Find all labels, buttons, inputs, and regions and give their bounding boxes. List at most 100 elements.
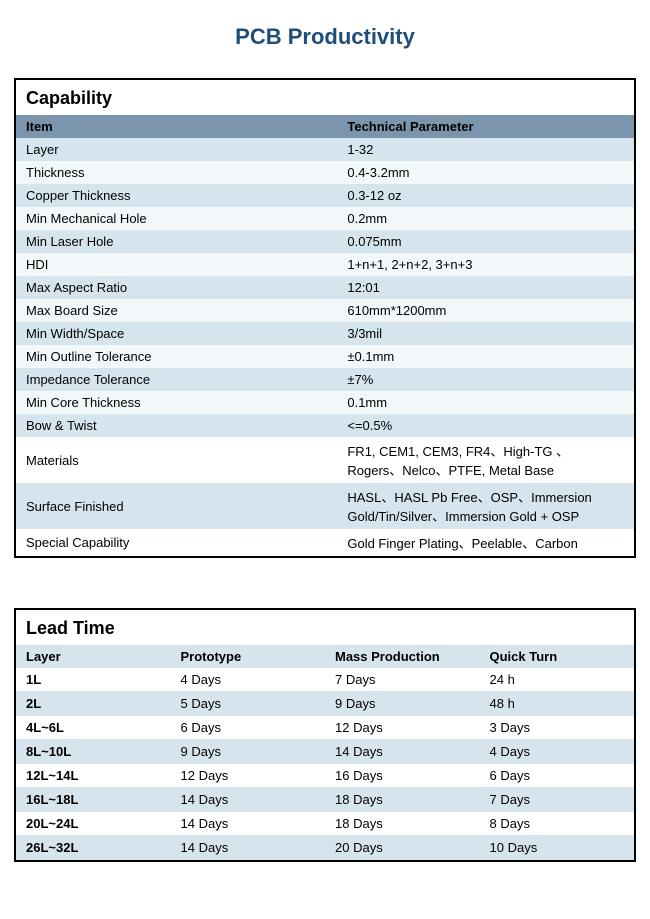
capability-header-row: Item Technical Parameter bbox=[16, 115, 634, 138]
table-row: Special CapabilityGold Finger Plating、Pe… bbox=[16, 529, 634, 556]
capability-value: 610mm*1200mm bbox=[337, 299, 634, 322]
capability-panel: Capability Item Technical Parameter Laye… bbox=[14, 78, 636, 558]
table-row: 2L5 Days9 Days48 h bbox=[16, 692, 634, 716]
leadtime-layer: 12L~14L bbox=[16, 764, 171, 788]
leadtime-quick: 24 h bbox=[480, 668, 635, 692]
table-row: 12L~14L12 Days16 Days6 Days bbox=[16, 764, 634, 788]
capability-value: ±0.1mm bbox=[337, 345, 634, 368]
leadtime-mass: 7 Days bbox=[325, 668, 480, 692]
leadtime-layer: 4L~6L bbox=[16, 716, 171, 740]
capability-item: Impedance Tolerance bbox=[16, 368, 337, 391]
capability-value: 1-32 bbox=[337, 138, 634, 161]
leadtime-mass: 9 Days bbox=[325, 692, 480, 716]
capability-value: 0.3-12 oz bbox=[337, 184, 634, 207]
leadtime-layer: 20L~24L bbox=[16, 812, 171, 836]
capability-value: 0.4-3.2mm bbox=[337, 161, 634, 184]
leadtime-header-proto: Prototype bbox=[171, 645, 326, 668]
page-title: PCB Productivity bbox=[0, 0, 650, 78]
leadtime-layer: 26L~32L bbox=[16, 836, 171, 860]
leadtime-proto: 12 Days bbox=[171, 764, 326, 788]
capability-item: Materials bbox=[16, 437, 337, 483]
leadtime-quick: 8 Days bbox=[480, 812, 635, 836]
capability-value: 1+n+1, 2+n+2, 3+n+3 bbox=[337, 253, 634, 276]
table-row: Bow & Twist<=0.5% bbox=[16, 414, 634, 437]
table-row: Min Mechanical Hole0.2mm bbox=[16, 207, 634, 230]
table-row: Min Core Thickness0.1mm bbox=[16, 391, 634, 414]
capability-title: Capability bbox=[16, 80, 634, 115]
leadtime-layer: 2L bbox=[16, 692, 171, 716]
capability-item: Min Core Thickness bbox=[16, 391, 337, 414]
capability-value: 0.2mm bbox=[337, 207, 634, 230]
table-row: Min Width/Space3/3mil bbox=[16, 322, 634, 345]
capability-item: Bow & Twist bbox=[16, 414, 337, 437]
leadtime-layer: 16L~18L bbox=[16, 788, 171, 812]
leadtime-proto: 14 Days bbox=[171, 836, 326, 860]
leadtime-mass: 12 Days bbox=[325, 716, 480, 740]
leadtime-mass: 18 Days bbox=[325, 812, 480, 836]
table-row: Min Laser Hole0.075mm bbox=[16, 230, 634, 253]
capability-item: Min Laser Hole bbox=[16, 230, 337, 253]
table-row: Max Aspect Ratio12:01 bbox=[16, 276, 634, 299]
leadtime-proto: 14 Days bbox=[171, 788, 326, 812]
table-row: MaterialsFR1, CEM1, CEM3, FR4、High-TG 、R… bbox=[16, 437, 634, 483]
capability-item: Special Capability bbox=[16, 529, 337, 556]
capability-item: Copper Thickness bbox=[16, 184, 337, 207]
capability-header-item: Item bbox=[16, 115, 337, 138]
leadtime-quick: 48 h bbox=[480, 692, 635, 716]
leadtime-quick: 3 Days bbox=[480, 716, 635, 740]
leadtime-mass: 18 Days bbox=[325, 788, 480, 812]
capability-item: Layer bbox=[16, 138, 337, 161]
leadtime-proto: 6 Days bbox=[171, 716, 326, 740]
leadtime-layer: 1L bbox=[16, 668, 171, 692]
capability-value: Gold Finger Plating、Peelable、Carbon bbox=[337, 529, 634, 556]
table-row: 16L~18L14 Days18 Days7 Days bbox=[16, 788, 634, 812]
table-row: 4L~6L6 Days12 Days3 Days bbox=[16, 716, 634, 740]
capability-item: Max Board Size bbox=[16, 299, 337, 322]
leadtime-proto: 9 Days bbox=[171, 740, 326, 764]
leadtime-title: Lead Time bbox=[16, 610, 634, 645]
capability-value: <=0.5% bbox=[337, 414, 634, 437]
table-row: Impedance Tolerance±7% bbox=[16, 368, 634, 391]
capability-item: Min Mechanical Hole bbox=[16, 207, 337, 230]
table-row: 1L4 Days7 Days24 h bbox=[16, 668, 634, 692]
capability-item: Surface Finished bbox=[16, 483, 337, 529]
leadtime-proto: 14 Days bbox=[171, 812, 326, 836]
leadtime-proto: 5 Days bbox=[171, 692, 326, 716]
capability-value: HASL、HASL Pb Free、OSP、Immersion Gold/Tin… bbox=[337, 483, 634, 529]
leadtime-mass: 14 Days bbox=[325, 740, 480, 764]
table-row: Min Outline Tolerance±0.1mm bbox=[16, 345, 634, 368]
capability-value: 3/3mil bbox=[337, 322, 634, 345]
capability-value: 0.1mm bbox=[337, 391, 634, 414]
table-row: 20L~24L14 Days18 Days8 Days bbox=[16, 812, 634, 836]
capability-header-param: Technical Parameter bbox=[337, 115, 634, 138]
table-row: Layer1-32 bbox=[16, 138, 634, 161]
capability-item: Thickness bbox=[16, 161, 337, 184]
capability-value: FR1, CEM1, CEM3, FR4、High-TG 、Rogers、Nel… bbox=[337, 437, 634, 483]
capability-table: Item Technical Parameter Layer1-32Thickn… bbox=[16, 115, 634, 556]
capability-item: Min Width/Space bbox=[16, 322, 337, 345]
leadtime-header-quick: Quick Turn bbox=[480, 645, 635, 668]
capability-value: 0.075mm bbox=[337, 230, 634, 253]
table-row: 26L~32L14 Days20 Days10 Days bbox=[16, 836, 634, 860]
capability-item: Max Aspect Ratio bbox=[16, 276, 337, 299]
capability-value: ±7% bbox=[337, 368, 634, 391]
leadtime-header-layer: Layer bbox=[16, 645, 171, 668]
leadtime-quick: 4 Days bbox=[480, 740, 635, 764]
leadtime-mass: 20 Days bbox=[325, 836, 480, 860]
table-row: Max Board Size610mm*1200mm bbox=[16, 299, 634, 322]
capability-item: HDI bbox=[16, 253, 337, 276]
leadtime-quick: 10 Days bbox=[480, 836, 635, 860]
leadtime-proto: 4 Days bbox=[171, 668, 326, 692]
capability-item: Min Outline Tolerance bbox=[16, 345, 337, 368]
table-row: Thickness0.4-3.2mm bbox=[16, 161, 634, 184]
table-row: Copper Thickness0.3-12 oz bbox=[16, 184, 634, 207]
leadtime-header-mass: Mass Production bbox=[325, 645, 480, 668]
leadtime-header-row: Layer Prototype Mass Production Quick Tu… bbox=[16, 645, 634, 668]
capability-value: 12:01 bbox=[337, 276, 634, 299]
leadtime-mass: 16 Days bbox=[325, 764, 480, 788]
leadtime-panel: Lead Time Layer Prototype Mass Productio… bbox=[14, 608, 636, 862]
leadtime-layer: 8L~10L bbox=[16, 740, 171, 764]
table-row: Surface FinishedHASL、HASL Pb Free、OSP、Im… bbox=[16, 483, 634, 529]
leadtime-quick: 6 Days bbox=[480, 764, 635, 788]
table-row: HDI1+n+1, 2+n+2, 3+n+3 bbox=[16, 253, 634, 276]
